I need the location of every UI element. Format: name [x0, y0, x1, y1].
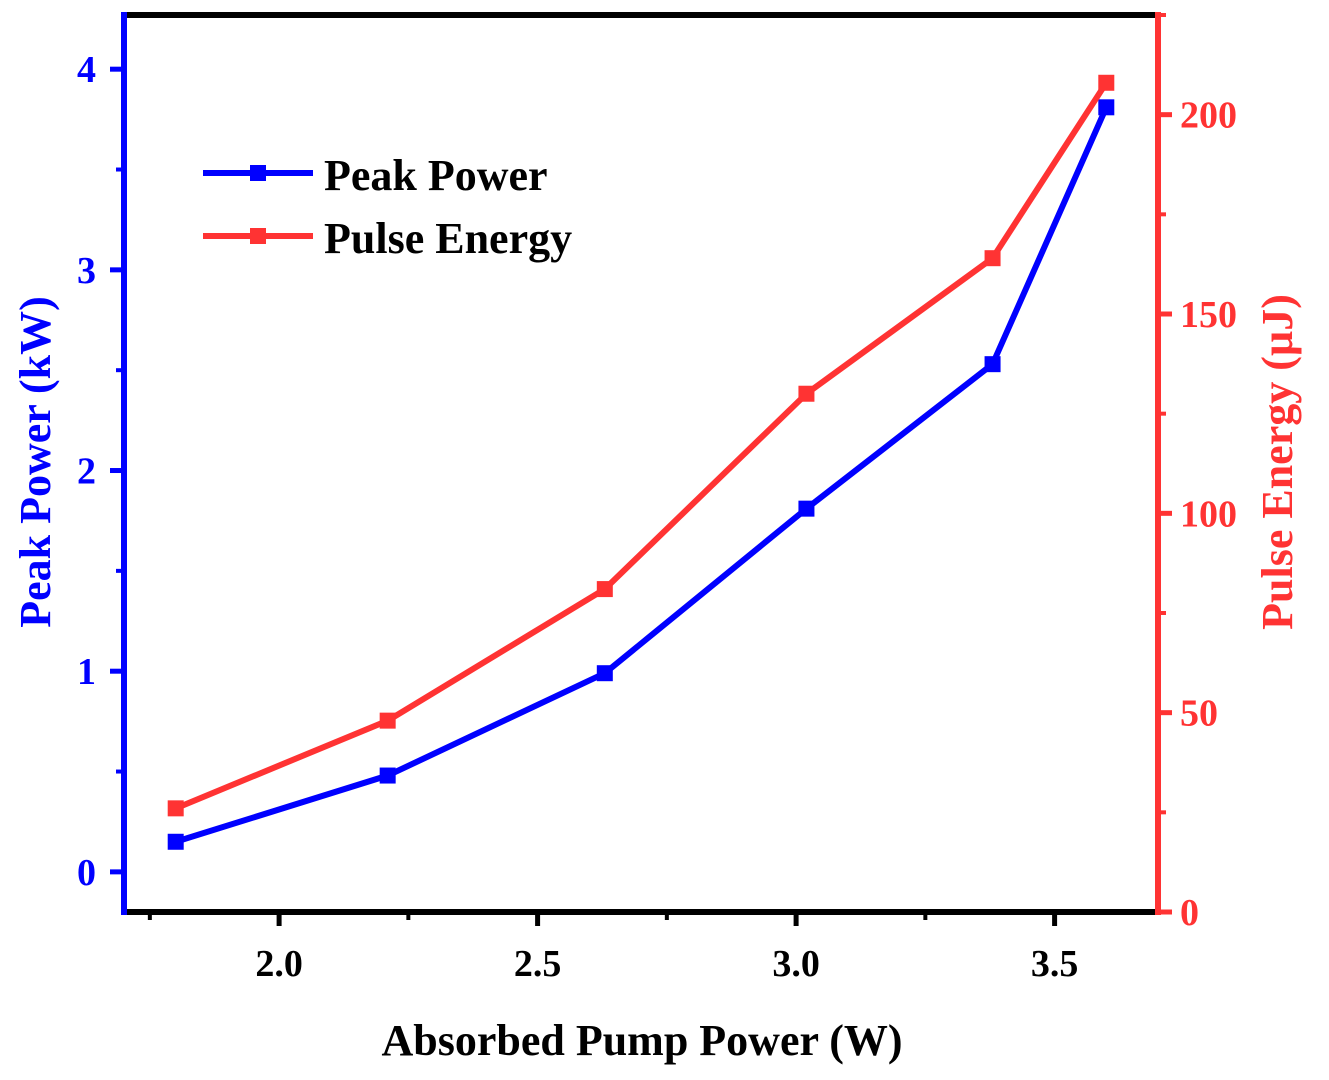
data-point	[167, 800, 184, 817]
legend-label: Pulse Energy	[324, 214, 572, 263]
data-point	[379, 712, 396, 729]
x-tick-label: 3.0	[772, 943, 820, 985]
series-layer	[167, 74, 1115, 850]
y-right-axis-title: Pulse Energy (µJ)	[1253, 294, 1302, 630]
x-tick-label: 2.0	[255, 943, 303, 985]
data-point	[379, 767, 396, 784]
data-point	[1098, 74, 1115, 91]
y-axis-right: 0 50 100 150 200	[1158, 13, 1237, 934]
legend: Peak Power Pulse Energy	[203, 151, 572, 263]
x-axis: 2.0 2.5 3.0 3.5	[147, 912, 1079, 985]
y-right-tick-label: 0	[1180, 892, 1199, 934]
series-line	[174, 81, 1109, 812]
y-right-tick-label: 150	[1180, 294, 1237, 336]
y-left-tick-label: 4	[77, 49, 96, 91]
y-left-tick-label: 2	[77, 451, 96, 493]
data-point	[984, 356, 1001, 373]
series-pulse-energy	[167, 74, 1115, 817]
data-point	[798, 500, 815, 517]
legend-marker	[250, 228, 266, 244]
data-point	[984, 250, 1001, 267]
series-peak-power	[167, 99, 1115, 850]
x-axis-title: Absorbed Pump Power (W)	[381, 1016, 902, 1065]
data-point	[798, 385, 815, 402]
data-point	[596, 581, 613, 598]
legend-label: Peak Power	[324, 151, 548, 200]
x-tick-label: 2.5	[514, 943, 562, 985]
y-left-tick-label: 3	[77, 250, 96, 292]
y-left-tick-label: 1	[77, 651, 96, 693]
series-line	[174, 106, 1110, 845]
legend-item-peak-power: Peak Power	[203, 151, 548, 200]
y-right-tick-label: 200	[1180, 95, 1237, 137]
x-tick-label: 3.5	[1031, 943, 1079, 985]
y-left-axis-title: Peak Power (kW)	[11, 296, 60, 628]
legend-item-pulse-energy: Pulse Energy	[203, 214, 572, 263]
y-right-tick-label: 100	[1180, 493, 1237, 535]
data-point	[167, 833, 184, 850]
y-right-tick-label: 50	[1180, 693, 1218, 735]
data-point	[1098, 99, 1115, 116]
data-point	[596, 665, 613, 682]
plot-frame	[121, 12, 1161, 915]
legend-marker	[250, 165, 266, 181]
y-axis-left: 0 1 2 3 4	[77, 49, 124, 894]
y-left-tick-label: 0	[77, 852, 96, 894]
